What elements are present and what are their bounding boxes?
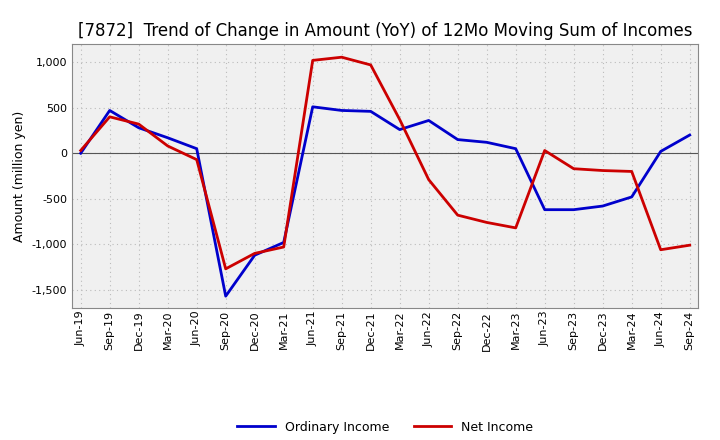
- Net Income: [395, 117, 404, 122]
- Y-axis label: Amount (million yen): Amount (million yen): [13, 110, 26, 242]
- Net Income: [598, 168, 607, 173]
- Ordinary Income: [541, 207, 549, 213]
- Legend: Ordinary Income, Net Income: Ordinary Income, Net Income: [232, 416, 539, 439]
- Ordinary Income: [627, 194, 636, 200]
- Net Income: [685, 242, 694, 248]
- Ordinary Income: [338, 108, 346, 113]
- Net Income: [279, 244, 288, 249]
- Ordinary Income: [482, 139, 491, 145]
- Net Income: [424, 177, 433, 182]
- Net Income: [105, 114, 114, 120]
- Ordinary Income: [76, 150, 85, 156]
- Ordinary Income: [424, 118, 433, 123]
- Net Income: [366, 62, 375, 68]
- Ordinary Income: [454, 137, 462, 142]
- Net Income: [76, 148, 85, 153]
- Title: [7872]  Trend of Change in Amount (YoY) of 12Mo Moving Sum of Incomes: [7872] Trend of Change in Amount (YoY) o…: [78, 22, 693, 40]
- Ordinary Income: [598, 203, 607, 209]
- Ordinary Income: [570, 207, 578, 213]
- Ordinary Income: [366, 109, 375, 114]
- Net Income: [251, 251, 259, 256]
- Ordinary Income: [192, 146, 201, 151]
- Ordinary Income: [163, 135, 172, 140]
- Net Income: [511, 225, 520, 231]
- Net Income: [454, 213, 462, 218]
- Ordinary Income: [395, 127, 404, 132]
- Net Income: [570, 166, 578, 171]
- Ordinary Income: [105, 108, 114, 113]
- Net Income: [192, 157, 201, 162]
- Net Income: [657, 247, 665, 253]
- Net Income: [308, 58, 317, 63]
- Ordinary Income: [308, 104, 317, 110]
- Ordinary Income: [135, 125, 143, 130]
- Net Income: [135, 121, 143, 127]
- Net Income: [221, 266, 230, 271]
- Net Income: [338, 55, 346, 60]
- Net Income: [163, 143, 172, 149]
- Net Income: [541, 148, 549, 153]
- Ordinary Income: [279, 240, 288, 245]
- Ordinary Income: [221, 293, 230, 299]
- Line: Net Income: Net Income: [81, 57, 690, 269]
- Line: Ordinary Income: Ordinary Income: [81, 107, 690, 296]
- Ordinary Income: [511, 146, 520, 151]
- Net Income: [482, 220, 491, 225]
- Ordinary Income: [251, 253, 259, 258]
- Net Income: [627, 169, 636, 174]
- Ordinary Income: [657, 149, 665, 154]
- Ordinary Income: [685, 132, 694, 138]
